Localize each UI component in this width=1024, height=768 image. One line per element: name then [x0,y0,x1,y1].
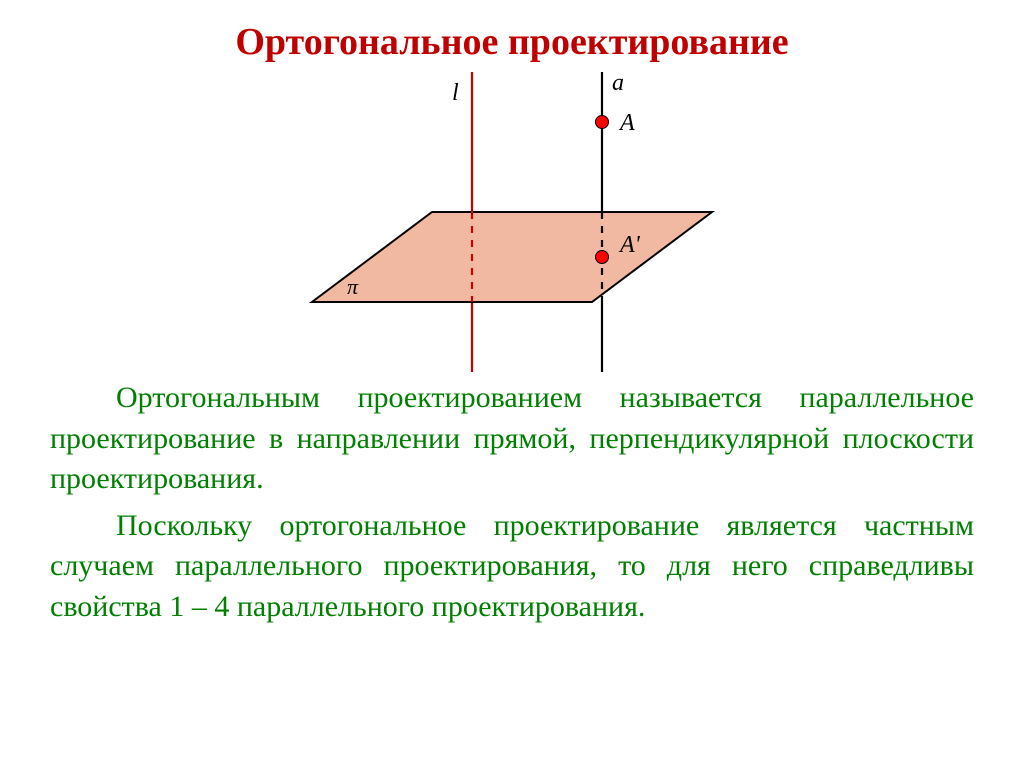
paragraph-2: Поскольку ортогональное проектирование я… [50,506,974,628]
point-a-prime [596,251,609,264]
paragraph-1: Ортогональным проектированием называется… [50,378,974,500]
label-l: l [452,80,459,106]
point-a [596,116,609,129]
diagram-container: π l a A A' [50,72,974,372]
projection-diagram: π l a A A' [242,72,782,372]
body-text: Ортогональным проектированием называется… [50,378,974,627]
label-a-line: a [612,72,624,96]
label-point-a: A [618,110,635,136]
label-point-a-prime: A' [618,232,641,258]
label-pi: π [347,274,359,299]
page-title: Ортогональное проектирование [50,20,974,64]
slide: Ортогональное проектирование π l a A A' [0,0,1024,768]
plane-pi [312,212,712,302]
